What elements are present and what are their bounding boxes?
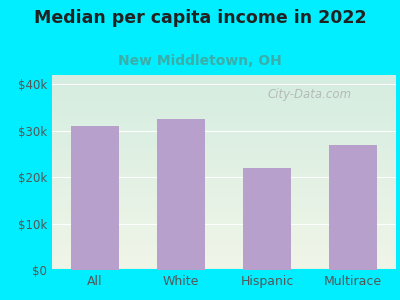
Bar	[71, 126, 119, 270]
Text: City-Data.com: City-Data.com	[268, 88, 352, 101]
Bar	[157, 119, 205, 270]
Text: New Middletown, OH: New Middletown, OH	[118, 54, 282, 68]
Bar	[243, 168, 291, 270]
Text: Median per capita income in 2022: Median per capita income in 2022	[34, 9, 366, 27]
Bar	[329, 145, 377, 270]
